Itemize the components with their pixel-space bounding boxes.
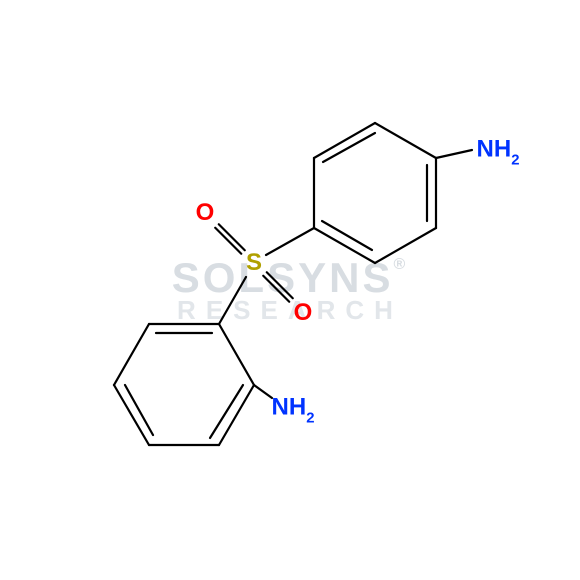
atom-amine-2: NH2 <box>272 394 315 425</box>
atom-sulfur: S <box>246 249 262 277</box>
atom-amine-1: NH2 <box>477 136 520 167</box>
bond-layer <box>0 0 580 580</box>
atom-oxygen-2: O <box>294 299 313 327</box>
atom-oxygen-1: O <box>196 199 215 227</box>
figure-canvas: SOLSYNS® RESEARCH S O O NH2 NH2 <box>0 0 580 580</box>
